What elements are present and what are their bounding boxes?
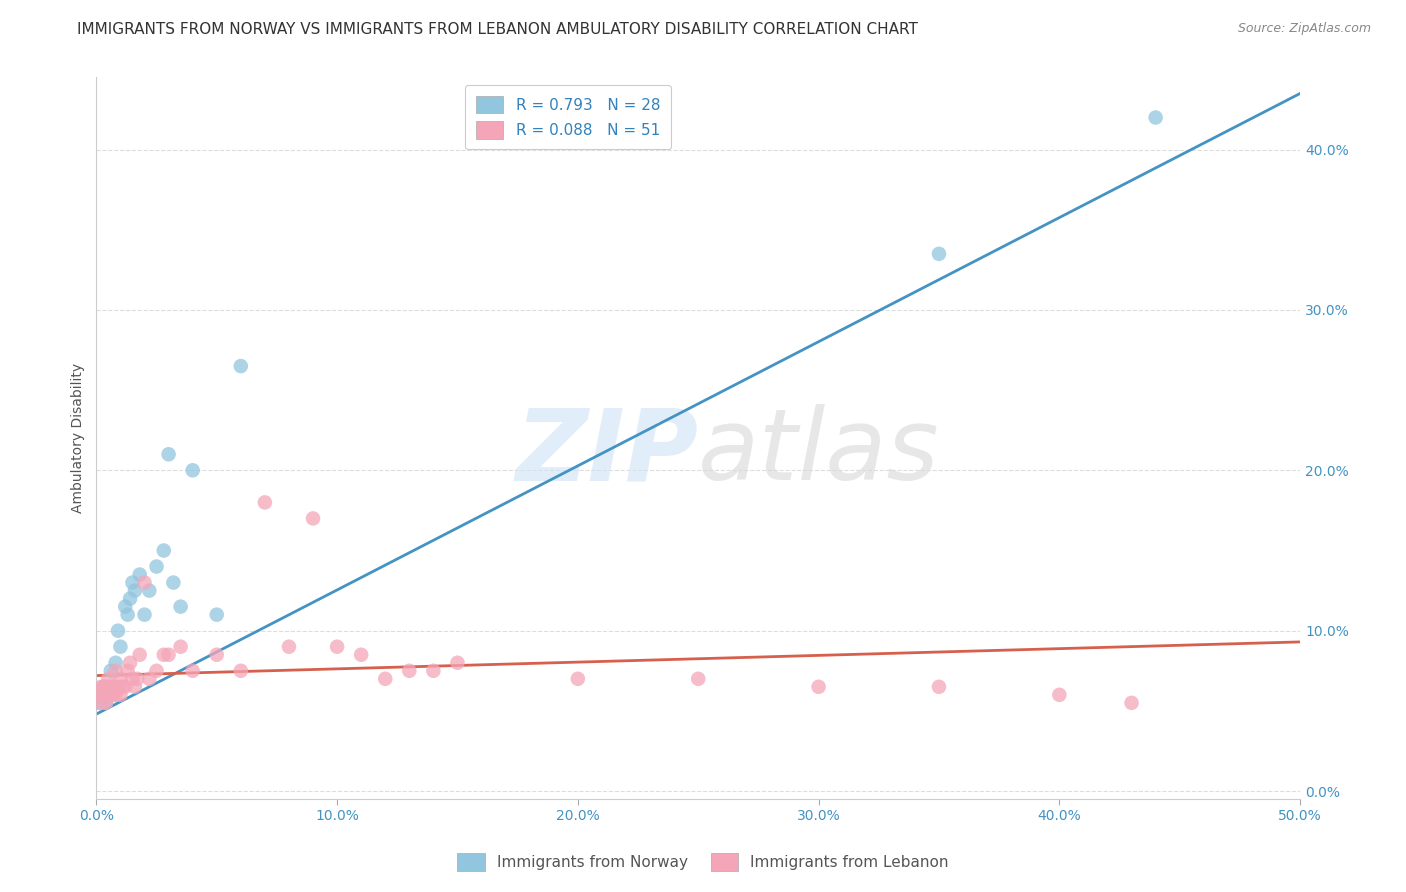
Point bbox=[169, 640, 191, 654]
Point bbox=[162, 575, 184, 590]
Point bbox=[157, 447, 180, 461]
Point bbox=[229, 664, 252, 678]
Point bbox=[374, 672, 396, 686]
Point bbox=[114, 599, 136, 614]
Point bbox=[121, 575, 143, 590]
Point bbox=[138, 672, 160, 686]
Point bbox=[128, 648, 150, 662]
Point bbox=[104, 664, 127, 678]
Point bbox=[350, 648, 373, 662]
Point bbox=[134, 607, 156, 622]
Point bbox=[97, 688, 120, 702]
Point bbox=[120, 656, 142, 670]
Point bbox=[253, 495, 276, 509]
Point bbox=[422, 664, 444, 678]
Point bbox=[152, 543, 174, 558]
Point bbox=[205, 607, 228, 622]
Point bbox=[93, 688, 115, 702]
Point bbox=[94, 696, 117, 710]
Point bbox=[326, 640, 349, 654]
Point bbox=[1144, 111, 1167, 125]
Point bbox=[928, 247, 950, 261]
Point bbox=[152, 648, 174, 662]
Point bbox=[138, 583, 160, 598]
Point bbox=[928, 680, 950, 694]
Point bbox=[181, 664, 204, 678]
Point bbox=[110, 672, 132, 686]
Point bbox=[90, 680, 112, 694]
Point bbox=[567, 672, 589, 686]
Point bbox=[181, 463, 204, 477]
Point bbox=[90, 688, 112, 702]
Point bbox=[205, 648, 228, 662]
Point bbox=[117, 607, 139, 622]
Point bbox=[104, 688, 127, 702]
Point bbox=[121, 672, 143, 686]
Point bbox=[100, 688, 122, 702]
Point bbox=[127, 672, 149, 686]
Legend: Immigrants from Norway, Immigrants from Lebanon: Immigrants from Norway, Immigrants from … bbox=[451, 847, 955, 877]
Point bbox=[103, 688, 125, 702]
Point bbox=[278, 640, 301, 654]
Point bbox=[94, 696, 117, 710]
Point bbox=[120, 591, 142, 606]
Point bbox=[446, 656, 468, 670]
Point bbox=[114, 680, 136, 694]
Point bbox=[100, 664, 122, 678]
Point bbox=[807, 680, 830, 694]
Point bbox=[145, 664, 167, 678]
Text: ZIP: ZIP bbox=[515, 404, 699, 501]
Point bbox=[117, 664, 139, 678]
Point bbox=[124, 583, 146, 598]
Point bbox=[93, 680, 115, 694]
Point bbox=[97, 688, 120, 702]
Point bbox=[145, 559, 167, 574]
Point bbox=[128, 567, 150, 582]
Point bbox=[103, 680, 125, 694]
Point bbox=[111, 680, 134, 694]
Point bbox=[398, 664, 420, 678]
Text: IMMIGRANTS FROM NORWAY VS IMMIGRANTS FROM LEBANON AMBULATORY DISABILITY CORRELAT: IMMIGRANTS FROM NORWAY VS IMMIGRANTS FRO… bbox=[77, 22, 918, 37]
Point bbox=[97, 672, 120, 686]
Point bbox=[169, 599, 191, 614]
Legend: R = 0.793   N = 28, R = 0.088   N = 51: R = 0.793 N = 28, R = 0.088 N = 51 bbox=[465, 85, 671, 149]
Point bbox=[229, 359, 252, 373]
Point bbox=[110, 688, 132, 702]
Text: Source: ZipAtlas.com: Source: ZipAtlas.com bbox=[1237, 22, 1371, 36]
Point bbox=[688, 672, 710, 686]
Point bbox=[107, 680, 129, 694]
Point bbox=[94, 680, 117, 694]
Point bbox=[124, 680, 146, 694]
Point bbox=[87, 688, 110, 702]
Point bbox=[1121, 696, 1143, 710]
Point bbox=[302, 511, 325, 525]
Point bbox=[107, 624, 129, 638]
Text: atlas: atlas bbox=[699, 404, 939, 501]
Point bbox=[87, 696, 110, 710]
Point bbox=[110, 640, 132, 654]
Point bbox=[97, 680, 120, 694]
Point bbox=[100, 680, 122, 694]
Point bbox=[157, 648, 180, 662]
Y-axis label: Ambulatory Disability: Ambulatory Disability bbox=[72, 363, 86, 513]
Point bbox=[1047, 688, 1070, 702]
Point bbox=[103, 680, 125, 694]
Point bbox=[93, 680, 115, 694]
Point bbox=[134, 575, 156, 590]
Point bbox=[90, 696, 112, 710]
Point bbox=[104, 656, 127, 670]
